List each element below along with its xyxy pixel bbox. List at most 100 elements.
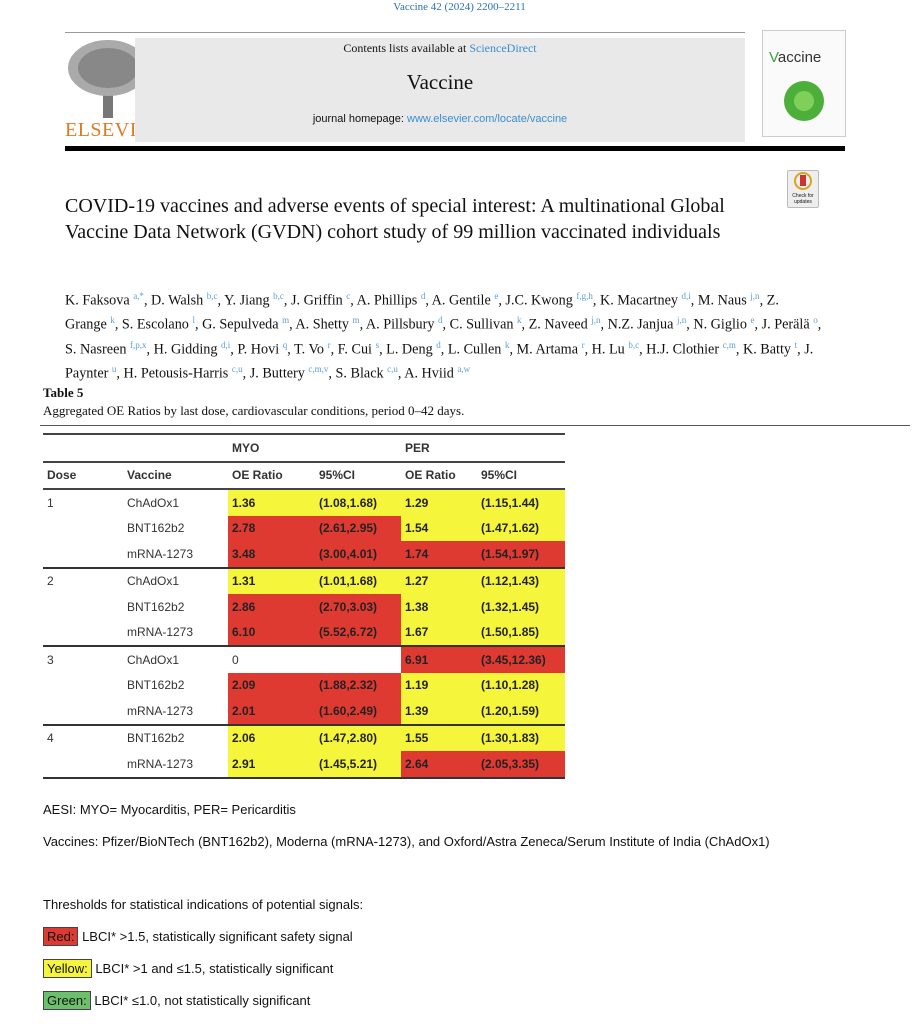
author-name[interactable]: N. Giglio [693,317,747,334]
author-name[interactable]: Z. Grange [65,292,779,334]
affiliation-marker[interactable]: e [750,315,755,326]
affiliation-marker[interactable]: m [282,315,290,326]
author-name[interactable]: K. Macartney [599,292,678,309]
author-name[interactable]: A. Pillsbury [365,317,435,334]
affiliation-marker[interactable]: a,w [457,363,471,374]
author-name[interactable]: L. Deng [386,341,433,358]
author-name[interactable]: H. Petousis-Harris [123,365,229,382]
author-name[interactable]: Z. Naveed [528,317,588,334]
green-swatch: Green: [43,991,91,1010]
cell-myo-ci: (5.52,6.72) [315,619,401,646]
cell-vaccine: mRNA-1273 [127,703,194,718]
affiliation-marker[interactable]: q [282,339,288,350]
cell-vaccine: mRNA-1273 [127,625,194,640]
affiliation-marker[interactable]: s [375,339,380,350]
author-name[interactable]: M. Naus [697,292,747,309]
affiliation-marker[interactable]: r [327,339,331,350]
author-name[interactable]: A. Shetty [295,317,349,334]
affiliation-marker[interactable]: d [438,315,443,326]
affiliation-marker[interactable]: a,* [133,291,144,301]
affiliation-marker[interactable]: c,m,v [308,363,329,374]
cell-per-oe: 1.54 [401,515,477,541]
affiliation-marker[interactable]: f,g,h [576,291,593,301]
author-name[interactable]: J. Buttery [249,365,305,382]
oe-ratio-table: MYO PER Dose Vaccine OE Ratio 95%CI OE Ratio 9… [43,433,565,779]
affiliation-marker[interactable]: c [346,291,351,301]
author-name[interactable]: P. Hovi [237,341,280,358]
author-name[interactable]: J.C. Kwong [505,292,573,309]
author-name[interactable]: Y. Jiang [224,292,270,309]
affiliation-marker[interactable]: k [504,339,510,350]
table-row: 2 ChAdOx1 1.31 (1.01,1.68) 1.27 (1.12,1.43) [43,567,565,594]
author-name[interactable]: G. Sepulveda [202,317,279,334]
author-name[interactable]: H. Lu [591,341,625,358]
bookmark-icon [794,172,812,190]
affiliation-marker[interactable]: b,c [273,291,284,301]
author-name[interactable]: A. Hviid [404,365,454,382]
table-row: mRNA-1273 6.10 (5.52,6.72) 1.67 (1.50,1.85) [43,619,565,646]
author-name[interactable]: J. Paynter [65,341,814,382]
author-name[interactable]: N.Z. Janjua [607,317,674,334]
affiliation-marker[interactable]: j,n [676,315,687,326]
red-description: LBCI* >1.5, statistically significant sa… [78,929,353,944]
author-name[interactable]: A. Gentile [431,292,491,309]
sciencedirect-link[interactable]: ScienceDirect [469,41,537,55]
affiliation-marker[interactable]: t [794,339,798,350]
affiliation-marker[interactable]: d,i [681,291,691,301]
author-name[interactable]: K. Faksova [65,292,130,309]
affiliation-marker[interactable]: c,u [387,363,398,374]
author-name[interactable]: K. Batty [742,341,792,358]
cell-myo-oe: 2.06 [228,724,315,751]
affiliation-marker[interactable]: b,c [628,339,640,350]
author-name[interactable]: F. Cui [337,341,373,358]
affiliation-marker[interactable]: d,i [221,339,231,350]
affiliation-marker[interactable]: d [420,291,426,301]
affiliation-marker[interactable]: k [110,315,115,326]
cell-per-oe: 1.38 [401,594,477,620]
affiliation-marker[interactable]: k [517,315,522,326]
cell-myo-ci: (1.47,2.80) [315,724,401,751]
affiliation-marker[interactable]: f,p,x [130,339,147,350]
cell-vaccine: BNT162b2 [127,521,185,536]
affiliation-marker[interactable]: m [352,315,360,326]
affiliation-marker[interactable]: o [813,315,818,326]
affiliation-marker[interactable]: j,n [750,291,760,301]
homepage-link[interactable]: www.elsevier.com/locate/vaccine [407,113,568,125]
affiliation-marker[interactable]: u [111,363,117,374]
affiliation-marker[interactable]: e [494,291,499,301]
author-name[interactable]: H.J. Clothier [646,341,720,358]
author-name[interactable]: S. Nasreen [65,341,127,358]
check-for-updates-button[interactable]: Check for updates [787,170,819,208]
author-name[interactable]: J. Perälä [761,317,810,334]
affiliation-marker[interactable]: j,n [591,315,601,326]
cell-dose [43,698,123,725]
author-name[interactable]: H. Gidding [153,341,218,358]
author-name[interactable]: J. Griffin [290,292,343,309]
author-name[interactable]: L. Cullen [447,341,502,358]
yellow-swatch: Yellow: [43,959,92,978]
affiliation-marker[interactable]: r [581,339,585,350]
affiliation-marker[interactable]: c,m [722,339,736,350]
cell-vaccine: BNT162b2 [127,731,185,746]
author-list: K. Faksova a,*, D. Walsh b,c, Y. Jiang b… [65,291,822,382]
thresholds-note: Thresholds for statistical indications o… [43,897,364,912]
author-name[interactable]: T. Vo [294,341,325,358]
affiliation-marker[interactable]: c,u [231,363,243,374]
divider [40,425,910,426]
cell-per-oe: 1.19 [401,672,477,698]
author-name[interactable]: S. Black [335,365,384,382]
affiliation-marker[interactable]: b,c [206,291,218,301]
affiliation-marker[interactable]: d [436,339,441,350]
author-name[interactable]: S. Escolano [121,317,189,334]
author-name[interactable]: M. Artama [516,341,579,358]
journal-banner: Contents lists available at ScienceDirec… [135,38,745,142]
cell-dose [43,516,123,542]
author-name[interactable]: A. Phillips [356,292,418,309]
author-name[interactable]: D. Walsh [151,292,204,309]
column-header: OE Ratio [405,468,456,483]
affiliation-marker[interactable]: l [192,315,195,326]
divider [65,32,745,33]
author-name[interactable]: C. Sullivan [449,317,514,334]
cell-vaccine: BNT162b2 [127,599,185,614]
cell-dose: 1 [47,495,54,510]
